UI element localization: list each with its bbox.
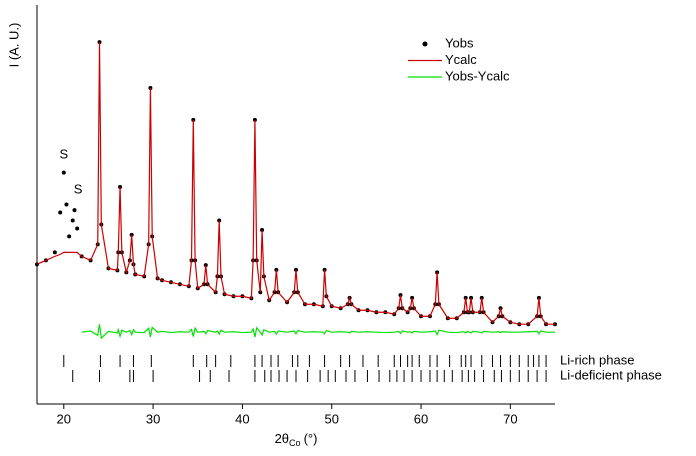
data-point — [70, 218, 75, 223]
data-point — [52, 250, 57, 255]
data-point — [67, 234, 72, 239]
x-axis-label: 2θCo (°) — [275, 431, 318, 448]
data-point — [58, 210, 63, 215]
y-axis-label: I (A. U.) — [6, 23, 21, 68]
annotation: S — [74, 182, 83, 197]
data-line — [81, 324, 555, 340]
legend-label: Yobs-Ycalc — [445, 68, 510, 83]
reflection-label: Li-rich phase — [560, 352, 634, 367]
data-point — [72, 208, 77, 213]
x-tick-label: 40 — [235, 411, 249, 426]
x-tick-label: 50 — [324, 411, 338, 426]
x-tick-label: 70 — [503, 411, 517, 426]
reflection-label: Li-deficient phase — [560, 367, 662, 382]
x-label-unit: (°) — [304, 431, 318, 446]
legend-label: Ycalc — [445, 52, 477, 67]
x-tick-label: 60 — [414, 411, 428, 426]
data-point — [75, 226, 80, 231]
legend-label: Yobs — [445, 35, 474, 50]
x-tick-label: 20 — [57, 411, 71, 426]
legend-marker — [422, 41, 428, 47]
x-label-sub: Co — [289, 438, 301, 448]
x-tick-label: 30 — [146, 411, 160, 426]
data-point — [64, 202, 69, 207]
data-point — [61, 170, 66, 175]
annotation: S — [59, 146, 68, 161]
data-line — [36, 42, 555, 325]
x-label-main: 2θ — [275, 431, 289, 446]
